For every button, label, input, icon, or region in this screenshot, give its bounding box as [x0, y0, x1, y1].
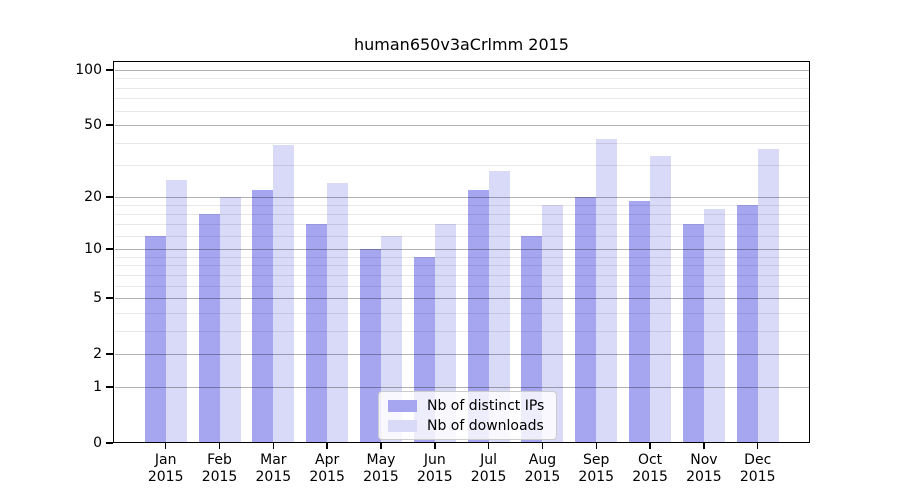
minor-gridline-6	[115, 285, 809, 287]
bar-downloads-feb	[219, 196, 241, 443]
minor-gridline-40	[115, 142, 809, 144]
x-tick-jul	[487, 443, 490, 449]
major-gridline-20	[115, 196, 809, 198]
bar-downloads-aug	[542, 205, 564, 443]
minor-gridline-90	[115, 78, 809, 80]
bar-distinct-ips-jul	[467, 189, 489, 443]
x-tick-label-jan: Jan 2015	[147, 452, 184, 485]
x-tick-label-dec: Dec 2015	[739, 452, 776, 485]
x-tick-label-nov: Nov 2015	[686, 452, 722, 485]
legend-label-distinct-ips: Nb of distinct IPs	[427, 397, 545, 414]
x-tick-label-oct: Oct 2015	[632, 452, 668, 485]
bar-distinct-ips-may	[359, 249, 381, 443]
bar-distinct-ips-apr	[306, 224, 328, 443]
y-tick-label-20: 20	[84, 188, 102, 205]
minor-gridline-70	[115, 98, 809, 100]
x-tick-label-aug: Aug 2015	[524, 452, 561, 485]
bar-downloads-mar	[273, 144, 295, 443]
minor-gridline-12	[115, 235, 809, 237]
major-gridline-50	[115, 125, 809, 127]
y-tick-10	[106, 248, 113, 250]
minor-gridline-16	[115, 214, 809, 216]
major-gridline-1	[115, 386, 809, 388]
bar-distinct-ips-sep	[575, 196, 597, 443]
legend-swatch-distinct-ips	[388, 399, 417, 412]
x-tick-dec	[756, 443, 759, 449]
y-tick-label-50: 50	[84, 117, 102, 134]
bar-distinct-ips-feb	[198, 214, 220, 443]
bar-downloads-jun	[434, 224, 456, 443]
bar-distinct-ips-oct	[629, 200, 651, 443]
y-tick-100	[106, 69, 113, 71]
x-tick-label-feb: Feb 2015	[201, 452, 238, 485]
x-tick-label-may: May 2015	[363, 452, 399, 485]
minor-gridline-4	[115, 312, 809, 314]
x-tick-label-mar: Mar 2015	[255, 452, 292, 485]
major-gridline-10	[115, 249, 809, 251]
y-tick-label-2: 2	[93, 346, 102, 363]
minor-gridline-9	[115, 256, 809, 258]
x-tick-mar	[272, 443, 275, 449]
y-tick-2	[106, 353, 113, 355]
bar-downloads-nov	[703, 209, 725, 443]
chart-title: human650v3aCrlmm 2015	[354, 35, 569, 54]
legend-swatch-downloads	[388, 419, 417, 432]
minor-gridline-3	[115, 330, 809, 332]
x-tick-may	[380, 443, 382, 449]
minor-gridline-7	[115, 274, 809, 276]
y-tick-20	[106, 196, 113, 198]
bar-downloads-dec	[757, 149, 779, 443]
x-tick-nov	[703, 443, 705, 449]
major-gridline-5	[115, 298, 809, 300]
x-tick-label-sep: Sep 2015	[578, 452, 615, 485]
minor-gridline-18	[115, 205, 809, 207]
legend-item-distinct-ips: Nb of distinct IPs	[388, 397, 544, 414]
minor-gridline-60	[115, 110, 809, 112]
x-tick-aug	[541, 443, 544, 449]
x-tick-apr	[326, 443, 328, 449]
bar-distinct-ips-mar	[252, 189, 274, 443]
bar-downloads-jul	[488, 170, 510, 443]
x-tick-label-jul: Jul 2015	[470, 452, 507, 485]
bar-downloads-apr	[327, 182, 349, 443]
bar-distinct-ips-jan	[144, 235, 166, 443]
y-tick-label-10: 10	[84, 241, 102, 258]
y-tick-50	[106, 124, 113, 126]
x-tick-feb	[218, 443, 221, 449]
legend: Nb of distinct IPs Nb of downloads	[378, 391, 558, 440]
y-tick-0	[106, 442, 113, 444]
minor-gridline-14	[115, 224, 809, 226]
y-tick-label-1: 1	[93, 378, 102, 395]
y-tick-1	[106, 386, 113, 388]
bar-downloads-sep	[596, 139, 618, 443]
legend-item-downloads: Nb of downloads	[388, 417, 544, 434]
bar-downloads-jan	[165, 179, 187, 443]
x-tick-jan	[164, 443, 167, 449]
bar-downloads-oct	[650, 155, 672, 443]
minor-gridline-80	[115, 87, 809, 89]
x-tick-label-apr: Apr 2015	[309, 452, 345, 485]
legend-label-downloads: Nb of downloads	[427, 417, 544, 434]
x-tick-oct	[649, 443, 651, 449]
minor-gridline-30	[115, 165, 809, 167]
minor-gridline-8	[115, 265, 809, 267]
x-tick-jun	[434, 443, 436, 449]
y-tick-label-0: 0	[93, 435, 102, 451]
bar-distinct-ips-dec	[736, 205, 758, 443]
bar-distinct-ips-nov	[682, 224, 704, 443]
x-tick-label-jun: Jun 2015	[416, 452, 453, 485]
y-tick-5	[106, 297, 113, 299]
y-tick-label-5: 5	[93, 290, 102, 307]
major-gridline-100	[115, 70, 809, 71]
major-gridline-2	[115, 354, 809, 356]
x-tick-sep	[595, 443, 597, 449]
y-tick-label-100: 100	[75, 62, 102, 78]
